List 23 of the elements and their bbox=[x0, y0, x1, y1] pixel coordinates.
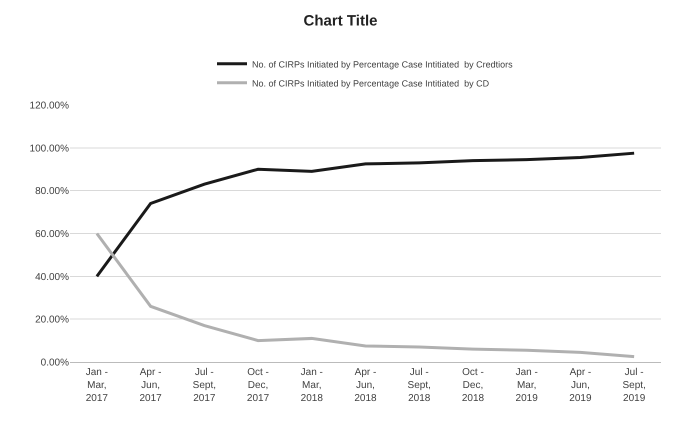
x-tick-label: Apr - Jun, 2017 bbox=[139, 367, 162, 404]
x-tick-label: Jan - Mar, 2019 bbox=[516, 367, 538, 404]
x-tick-label: Apr - Jun, 2019 bbox=[569, 367, 592, 404]
x-tick-label: Jul - Sept, 2017 bbox=[192, 367, 216, 404]
y-tick-label: 120.00% bbox=[30, 100, 70, 112]
x-tick-label: Oct - Dec, 2017 bbox=[246, 367, 270, 404]
x-tick-label: Apr - Jun, 2018 bbox=[354, 367, 378, 404]
y-tick-label: 100.00% bbox=[30, 143, 70, 154]
y-tick-label: 0.00% bbox=[40, 358, 70, 368]
y-tick-label: 80.00% bbox=[35, 186, 70, 198]
y-tick-label: 40.00% bbox=[35, 272, 70, 283]
line-series bbox=[95, 232, 636, 358]
x-tick-label: Jan - Mar, 2017 bbox=[86, 367, 108, 404]
x-tick-label: Oct - Dec, 2018 bbox=[462, 367, 485, 404]
x-tick-label: Jul - Sept, 2019 bbox=[622, 367, 646, 404]
y-tick-label: 60.00% bbox=[35, 229, 70, 240]
x-tick-label: Jan - Mar, 2018 bbox=[300, 367, 324, 404]
legend-label: No. of CIRPs Initiated by Percentage Case Intitiated by CD bbox=[252, 78, 490, 88]
x-tick-label: Jul - Sept, 2018 bbox=[408, 367, 431, 404]
chart-title: Chart Title bbox=[304, 12, 378, 30]
line-series bbox=[95, 152, 636, 278]
y-tick-label: 20.00% bbox=[35, 314, 70, 326]
legend-label: No. of CIRPs Initiated by Percentage Case Intitiated by Credtiors bbox=[252, 59, 514, 70]
